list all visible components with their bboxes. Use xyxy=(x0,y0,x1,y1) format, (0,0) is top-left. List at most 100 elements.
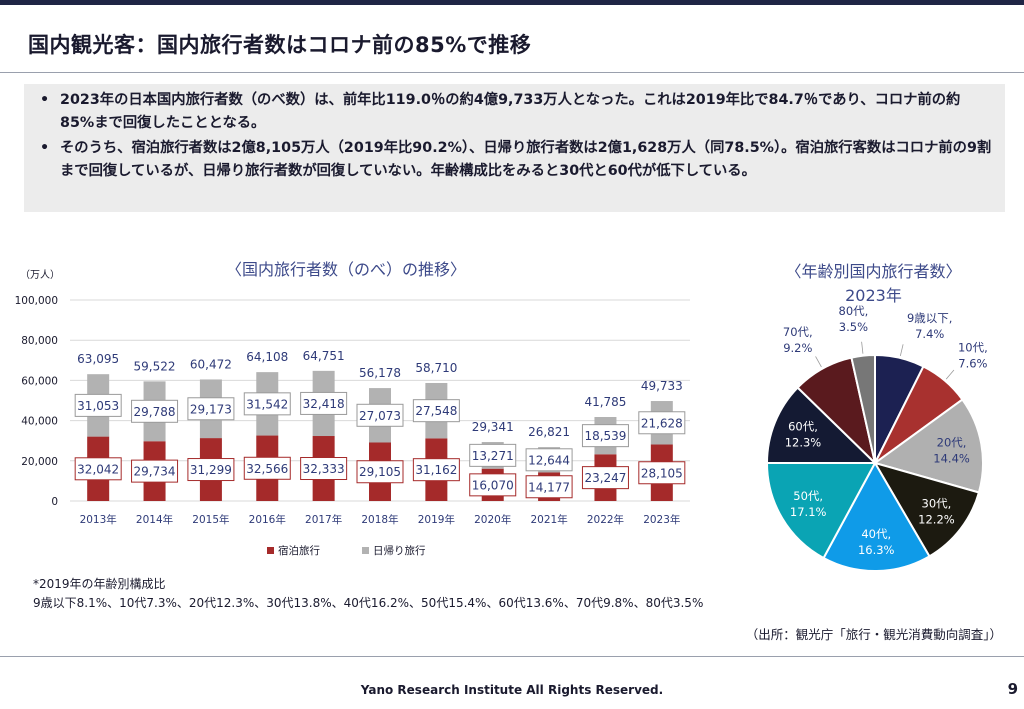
x-tick-label: 2023年 xyxy=(643,513,680,526)
slice-category-label: 40代, xyxy=(861,527,891,541)
total-value-label: 64,751 xyxy=(303,349,345,363)
y-tick-label: 60,000 xyxy=(21,375,58,387)
pie-slice xyxy=(872,398,984,494)
total-value-label: 29,341 xyxy=(472,420,514,434)
overnight-value-label: 29,734 xyxy=(134,465,176,479)
slice-percent-label: 12.3% xyxy=(785,436,822,450)
overnight-value-label: 14,177 xyxy=(528,480,570,494)
bar-chart-title: 〈国内旅行者数（のべ）の推移〉 xyxy=(226,260,467,279)
overnight-label-box xyxy=(356,460,404,484)
total-value-label: 56,178 xyxy=(359,366,401,380)
x-tick-label: 2019年 xyxy=(418,513,455,526)
slice-percent-label: 12.2% xyxy=(918,513,955,527)
y-tick-label: 0 xyxy=(51,496,58,508)
daytrip-label-box xyxy=(638,411,686,435)
overnight-label-box xyxy=(300,457,348,481)
daytrip-label-box xyxy=(581,424,629,448)
overnight-value-label: 29,105 xyxy=(359,465,401,479)
pie-subtitle: 2023年 xyxy=(845,286,902,305)
daytrip-label-box xyxy=(356,403,404,427)
y-tick-label: 80,000 xyxy=(21,335,58,347)
x-tick-label: 2018年 xyxy=(361,513,398,526)
pie-slice xyxy=(765,462,877,560)
slice-percent-label: 14.4% xyxy=(933,451,970,465)
daytrip-label-box xyxy=(300,391,348,415)
bullet-dot: • xyxy=(40,92,50,108)
legend-swatch-overnight xyxy=(267,547,274,554)
overnight-value-label: 16,070 xyxy=(472,478,514,492)
pie-slice xyxy=(872,461,981,558)
total-value-label: 60,472 xyxy=(190,357,232,371)
page-number: 9 xyxy=(1007,680,1018,698)
daytrip-label-box xyxy=(74,393,122,417)
daytrip-value-label: 27,548 xyxy=(415,404,457,418)
summary-bullet: • 2023年の日本国内旅行者数（のべ数）は、前年比119.0％の約4億9,73… xyxy=(34,89,993,134)
pie-slice xyxy=(822,460,931,572)
y-tick-label: 40,000 xyxy=(21,416,58,428)
x-tick-label: 2017年 xyxy=(305,513,342,526)
daytrip-value-label: 32,418 xyxy=(303,397,345,411)
total-value-label: 59,522 xyxy=(134,359,176,373)
slice-percent-label: 7.4% xyxy=(915,327,944,341)
slice-percent-label: 17.1% xyxy=(790,505,827,519)
pie-chart: 9歳以下, 7.4% 10代, 7.6% 20代, 14.4% 30代, 12.2% 40代, 1… xyxy=(765,304,988,572)
x-tick-label: 2014年 xyxy=(136,513,173,526)
pie-title: 〈年齢別国内旅行者数〉 xyxy=(785,262,962,281)
x-tick-label: 2021年 xyxy=(530,513,567,526)
total-value-label: 58,710 xyxy=(415,361,457,375)
daytrip-label-box xyxy=(469,443,517,467)
daytrip-label-box xyxy=(131,399,179,423)
slice-category-label: 70代, xyxy=(783,325,813,339)
daytrip-value-label: 13,271 xyxy=(472,449,514,463)
bullet-dot: • xyxy=(40,140,50,156)
daytrip-value-label: 21,628 xyxy=(641,416,683,430)
x-tick-label: 2022年 xyxy=(587,513,624,526)
summary-text: そのうち、宿泊旅行者数は2億8,105万人（2019年比90.2%）、日帰り旅行… xyxy=(60,140,992,179)
slice-category-label: 60代, xyxy=(788,420,818,434)
pie-chart-title: 〈年齢別国内旅行者数〉 2023年 xyxy=(776,258,971,306)
pie-slice xyxy=(850,353,876,464)
x-tick-label: 2013年 xyxy=(80,513,117,526)
overnight-value-label: 23,247 xyxy=(584,471,626,485)
overnight-label-box xyxy=(243,456,291,480)
leader-line xyxy=(899,344,904,357)
slice-percent-label: 9.2% xyxy=(783,341,812,355)
note-title: *2019年の年齢別構成比 xyxy=(33,577,166,591)
overnight-label-box xyxy=(187,458,235,482)
daytrip-value-label: 29,788 xyxy=(134,405,176,419)
source-note: （出所：観光庁「旅行・観光消費動向調査」） xyxy=(745,627,1002,642)
slice-percent-label: 16.3% xyxy=(858,543,895,557)
daytrip-value-label: 12,644 xyxy=(528,453,570,467)
overnight-label-box xyxy=(131,459,179,483)
total-value-label: 26,821 xyxy=(528,425,570,439)
overnight-value-label: 28,105 xyxy=(641,466,683,480)
legend-swatch-daytrip xyxy=(362,547,369,554)
total-value-label: 49,733 xyxy=(641,379,683,393)
summary-box: • 2023年の日本国内旅行者数（のべ数）は、前年比119.0％の約4億9,73… xyxy=(24,84,1005,212)
footer-divider xyxy=(0,656,1024,657)
slice-category-label: 9歳以下, xyxy=(907,311,952,325)
daytrip-label-box xyxy=(412,399,460,423)
y-axis-label: （万人） xyxy=(20,269,60,281)
slice-percent-label: 3.5% xyxy=(839,320,868,334)
total-value-label: 64,108 xyxy=(246,350,288,364)
daytrip-value-label: 18,539 xyxy=(584,429,626,443)
pie-slice xyxy=(765,386,878,464)
overnight-value-label: 31,162 xyxy=(415,463,457,477)
summary-bullet: • そのうち、宿泊旅行者数は2億8,105万人（2019年比90.2%）、日帰り… xyxy=(34,137,993,182)
x-tick-label: 2020年 xyxy=(474,513,511,526)
daytrip-value-label: 31,053 xyxy=(77,399,119,413)
bar-chart: （万人） 0 20,000 40,000 60,000 80,000 100,000 32,0… xyxy=(15,269,690,557)
note-body: 9歳以下8.1%、10代7.3%、20代12.3%、30代13.8%、40代16… xyxy=(33,596,704,610)
slice-category-label: 50代, xyxy=(793,489,823,503)
leader-line xyxy=(945,369,955,380)
slice-category-label: 10代, xyxy=(958,341,988,355)
leader-line xyxy=(861,341,864,354)
overnight-label-box xyxy=(525,475,573,499)
slice-percent-label: 7.6% xyxy=(958,357,987,371)
overnight-value-label: 32,566 xyxy=(246,462,288,476)
overnight-value-label: 32,333 xyxy=(303,462,345,476)
overnight-label-box xyxy=(638,461,686,485)
slice-category-label: 80代, xyxy=(839,304,869,318)
total-value-label: 63,095 xyxy=(77,352,119,366)
